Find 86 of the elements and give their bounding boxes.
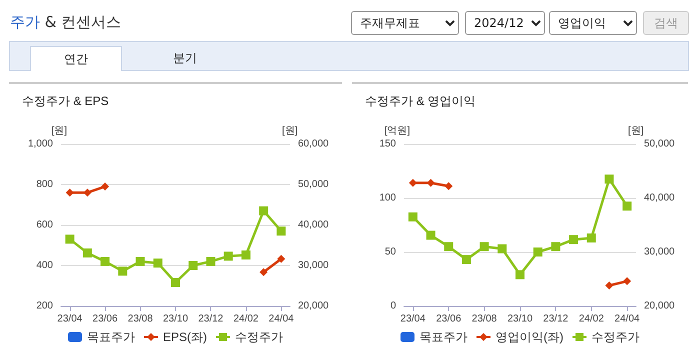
- y2-tick-label: 50,000: [644, 138, 676, 150]
- point: [224, 252, 233, 261]
- y2-tick-label: 20,000: [298, 300, 330, 312]
- legend-label: 영업이익(좌): [496, 330, 564, 344]
- y2-axis-title: [원]: [628, 126, 644, 136]
- point: [82, 248, 92, 258]
- point: [188, 261, 198, 270]
- point: [426, 178, 435, 187]
- point: [153, 258, 162, 268]
- point: [171, 278, 180, 288]
- text: 영업이익: [549, 11, 637, 35]
- y-tick-label: 600: [36, 220, 54, 230]
- point: [444, 182, 453, 190]
- point: [118, 266, 128, 276]
- point: [444, 242, 454, 252]
- x-tick-label: 24/02: [233, 314, 259, 324]
- text: 검색: [643, 11, 689, 35]
- point: [605, 281, 614, 290]
- y-tick-label: 50: [384, 246, 396, 258]
- point: [622, 202, 632, 211]
- y-tick-label: 800: [36, 179, 54, 190]
- point: [516, 270, 524, 280]
- legend-label: 수정주가: [235, 330, 283, 344]
- y2-tick-label: 50,000: [298, 179, 330, 190]
- y-tick-label: 200: [36, 300, 54, 312]
- point: [66, 188, 74, 197]
- chart-title: 수정주가 & EPS: [22, 94, 109, 108]
- text: 주가 & 컨센서스: [10, 13, 122, 32]
- legend-label: 수정주가: [591, 330, 640, 344]
- y-tick-label: 150: [379, 138, 396, 150]
- point: [65, 234, 74, 244]
- text: 주재무제표: [351, 11, 459, 35]
- y2-tick-label: 60,000: [298, 138, 330, 150]
- y-axis-title: [억원]: [384, 126, 410, 136]
- x-tick-label: 23/12: [198, 314, 224, 324]
- y2-tick-label: 30,000: [298, 260, 330, 271]
- point: [100, 256, 110, 266]
- y2-tick-label: 20,000: [644, 300, 676, 312]
- x-tick-label: 24/04: [614, 314, 640, 324]
- point: [569, 235, 578, 244]
- legend-label: 목표주가: [87, 330, 135, 344]
- y-axis-title: [원]: [51, 126, 68, 136]
- chart-title: 수정주가 & 영업이익: [365, 94, 476, 108]
- x-tick-label: 23/06: [92, 314, 118, 324]
- text: 분기: [172, 50, 198, 67]
- y-tick-label: 0: [390, 300, 396, 312]
- y-tick-label: 100: [379, 192, 396, 204]
- point: [277, 254, 286, 263]
- point: [533, 248, 542, 256]
- point: [426, 230, 436, 240]
- x-tick-label: 23/04: [57, 314, 83, 324]
- y2-tick-label: 30,000: [644, 246, 676, 258]
- x-tick-label: 23/04: [400, 314, 426, 324]
- x-tick-label: 23/10: [507, 314, 533, 324]
- x-tick-label: 23/10: [162, 314, 188, 324]
- x-tick-label: 24/02: [578, 314, 604, 324]
- x-tick-label: 23/06: [436, 314, 462, 324]
- y-tick-label: 400: [36, 260, 54, 271]
- point: [623, 277, 632, 286]
- point: [604, 174, 614, 184]
- text: 연간: [30, 46, 122, 71]
- x-tick-label: 23/08: [128, 314, 154, 324]
- legend-label: EPS(좌): [163, 330, 208, 344]
- point: [498, 244, 507, 254]
- point: [206, 256, 216, 266]
- point: [101, 182, 110, 191]
- point: [241, 250, 250, 260]
- legend-label: 목표주가: [420, 330, 468, 344]
- point: [276, 226, 286, 236]
- point: [259, 206, 268, 216]
- point: [260, 268, 268, 276]
- point: [408, 178, 417, 187]
- x-tick-label: 24/04: [268, 314, 294, 324]
- y2-axis-title: [원]: [282, 126, 298, 136]
- text: 2024/12: [465, 11, 545, 35]
- point: [586, 233, 596, 242]
- y-tick-label: 1,000: [28, 138, 54, 150]
- point: [480, 242, 489, 252]
- x-tick-label: 23/12: [543, 314, 569, 324]
- x-tick-label: 23/08: [472, 314, 498, 324]
- point: [136, 256, 145, 266]
- y2-tick-label: 40,000: [644, 192, 676, 204]
- point: [408, 212, 418, 222]
- point: [462, 255, 471, 264]
- point: [551, 242, 560, 252]
- y2-tick-label: 40,000: [298, 220, 330, 230]
